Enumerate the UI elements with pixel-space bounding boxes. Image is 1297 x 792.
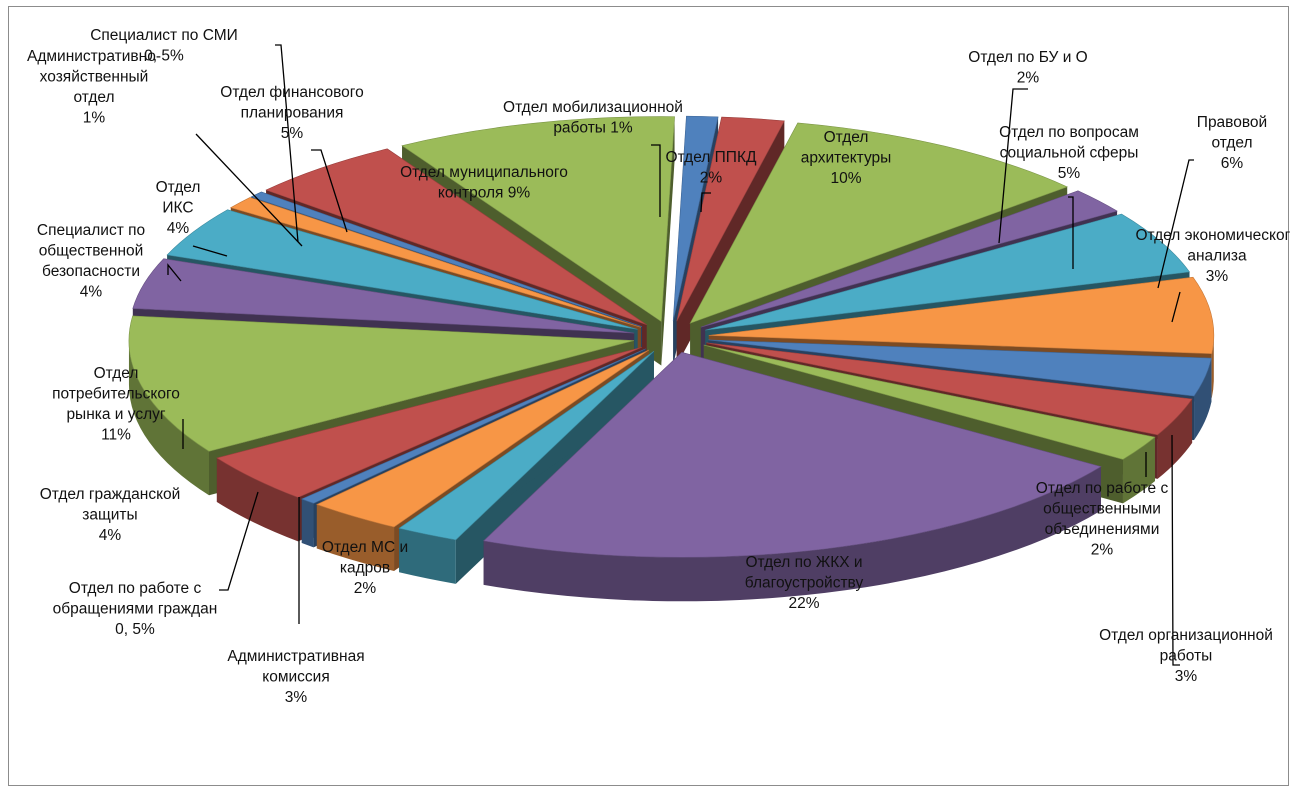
data-label: Отдел гражданской защиты 4% [40, 486, 181, 544]
chart-frame: Отдел мобилизационной работы 1% Отдел ППКД… [8, 6, 1290, 786]
leader-lines [167, 44, 1194, 666]
data-label: Правовой отдел 6% [1197, 114, 1267, 172]
data-label: Отдел организационной работы 3% [1099, 627, 1273, 685]
pie-slice-top [672, 115, 719, 322]
data-label: Отдел МС и кадров 2% [322, 539, 408, 597]
pie-slice-top [216, 346, 642, 498]
pie-chart: Отдел мобилизационной работы 1% Отдел ППКД… [27, 27, 1290, 706]
slice-rim [399, 528, 456, 584]
pie-slice-top [483, 351, 1102, 558]
slice-rim [128, 340, 209, 496]
leader-line [700, 192, 711, 213]
leader-line [192, 245, 228, 257]
pie-slice-top [708, 276, 1215, 354]
data-label: Отдел по БУ и О 2% [968, 49, 1087, 87]
pie-slice-top [398, 351, 655, 541]
leader-line [167, 263, 182, 282]
data-label: Специалист по СМИ 0, 5% [90, 27, 238, 65]
leader-line [275, 44, 299, 243]
leader-line [1171, 291, 1181, 323]
data-label: Отдел по работе с общественными объединени… [1036, 480, 1169, 559]
leader-line [998, 88, 1028, 244]
data-label: Отдел по вопросам социальной сферы 5% [999, 124, 1139, 182]
data-label: Отдел потребительского рынка и услуг 11% [52, 365, 180, 444]
data-label: Отдел ИКС 4% [156, 179, 201, 237]
pie-slice-top [301, 348, 646, 504]
data-label: Отдел ППКД 2% [666, 149, 757, 187]
pie-slice-top [689, 122, 1069, 324]
pie-tops [128, 115, 1215, 558]
slice-rim [1211, 335, 1214, 398]
data-label: Административная комиссия 3% [227, 648, 364, 706]
data-labels: Отдел мобилизационной работы 1% Отдел ППКД… [27, 27, 1290, 706]
data-label: Отдел мобилизационной работы 1% [503, 99, 683, 137]
slice-side-wall [661, 116, 675, 366]
leader-line [1068, 196, 1074, 269]
data-label: Административно-хозяйственный отдел 1% [27, 48, 161, 127]
pie-slice-top [703, 344, 1156, 460]
slice-rim [216, 457, 299, 542]
pie-slice-top [250, 191, 643, 327]
pie-slice-top [700, 190, 1118, 328]
data-label: Специалист по общественной безопасности 4% [37, 222, 145, 301]
pie-slice-top [132, 258, 635, 334]
data-label: Отдел архитектуры 10% [801, 129, 892, 187]
slice-rim [316, 504, 395, 571]
slice-rim [1194, 358, 1212, 441]
pie-slice-top [705, 213, 1191, 331]
leader-line [1157, 159, 1194, 289]
pie-slice-top [265, 148, 647, 326]
leader-line [1171, 434, 1180, 666]
pie-slice-top [708, 339, 1212, 397]
data-label: Отдел по работе с обращениями граждан 0, 5… [53, 580, 218, 638]
leader-line [311, 149, 348, 233]
pie-slice-top [166, 209, 638, 330]
pie-slice-top [676, 116, 785, 322]
pie-slice-top [128, 315, 635, 452]
pie-slice-top [316, 349, 649, 528]
leader-line [219, 491, 259, 591]
pie-slice-top [229, 197, 641, 328]
slice-rim [1157, 398, 1193, 479]
data-label: Отдел по ЖКХ и благоустройству 22% [745, 554, 864, 612]
leader-line [651, 144, 661, 217]
slice-rim [1122, 437, 1155, 504]
leader-line [195, 133, 303, 247]
data-label: Отдел финансового планирования 5% [220, 84, 363, 142]
slice-rim [301, 499, 314, 548]
pie-slice-top [706, 342, 1193, 436]
data-label: Отдел муниципального контроля 9% [400, 164, 568, 202]
data-label: Отдел экономического анализа 3% [1135, 227, 1290, 285]
pie-slice-top [401, 116, 675, 323]
slice-rim [483, 466, 1101, 602]
